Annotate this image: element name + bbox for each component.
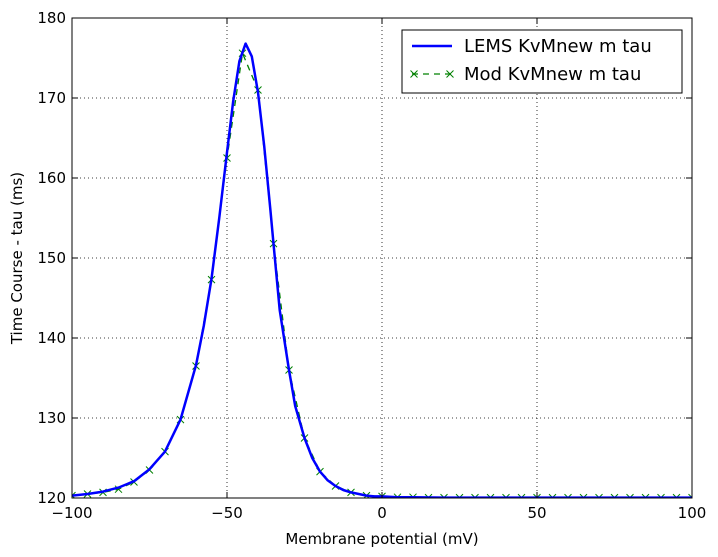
axis-ticks: −100 −50 0 50 100 120 130 140 150 160 170 180 <box>37 9 706 522</box>
x-axis-label: Membrane potential (mV) <box>285 530 478 548</box>
y-tick-label: 160 <box>37 169 66 187</box>
x-tick-label: 50 <box>527 504 546 522</box>
y-tick-label: 180 <box>37 9 66 27</box>
y-tick-label: 150 <box>37 249 66 267</box>
legend-label-mod: Mod KvMnew m tau <box>464 64 641 85</box>
legend-marker <box>410 70 418 78</box>
legend-box <box>401 29 683 94</box>
legend: LEMS KvMnew m tau Mod KvMnew m tau <box>401 29 683 94</box>
y-tick-label: 170 <box>37 89 66 107</box>
x-tick-label: −50 <box>211 504 243 522</box>
x-tick-label: 100 <box>678 504 707 522</box>
legend-marker <box>446 70 454 78</box>
y-axis-label: Time Course - tau (ms) <box>8 172 26 345</box>
legend-markers-mod <box>410 70 454 78</box>
y-tick-label: 140 <box>37 329 66 347</box>
series-marker <box>688 493 692 498</box>
legend-label-lems: LEMS KvMnew m tau <box>464 36 652 57</box>
x-tick-label: −100 <box>51 504 92 522</box>
y-tick-label: 120 <box>37 489 66 507</box>
y-tick-label: 130 <box>37 409 66 427</box>
x-tick-label: 0 <box>377 504 387 522</box>
